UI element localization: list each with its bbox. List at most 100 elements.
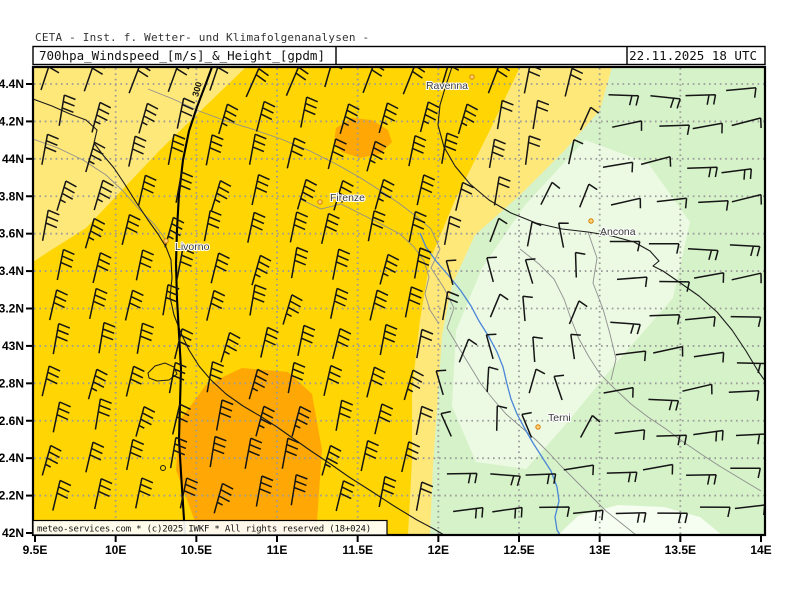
wind-barb (320, 212, 340, 244)
wind-barb (206, 361, 224, 393)
wind-barb (335, 480, 355, 512)
wind-barb (300, 96, 318, 128)
wind-barb (574, 251, 586, 278)
wind-barb (379, 253, 400, 285)
wind-barb (58, 94, 76, 126)
wind-barb (360, 440, 379, 472)
wind-barb (91, 101, 112, 133)
wind-barb (496, 99, 514, 130)
x-tick-label: 11E (267, 543, 288, 557)
wind-barb (415, 405, 434, 436)
wind-barb (169, 436, 188, 469)
wind-barb (366, 140, 387, 172)
wind-barb (48, 289, 68, 321)
region-border-line (587, 231, 617, 381)
wind-barb (247, 211, 266, 243)
wind-barb (374, 178, 395, 210)
wind-barb (445, 259, 457, 285)
wind-barb (693, 429, 724, 442)
wind-barb (379, 323, 398, 356)
wind-barb (287, 361, 306, 394)
wind-barb (656, 434, 688, 446)
wind-barb (367, 210, 386, 242)
wind-barb (321, 444, 342, 476)
wind-barb (171, 403, 191, 435)
wind-barb (251, 254, 272, 286)
y-tick-label: 43.6N (0, 227, 24, 241)
wind-barb (522, 295, 533, 322)
wind-barb (378, 102, 399, 134)
windspeed-fill-pale-green (452, 140, 690, 469)
wind-barb (41, 209, 60, 241)
wind-barb (56, 248, 75, 281)
wind-barb (87, 368, 108, 400)
wind-barb (291, 405, 312, 437)
height-contour-label: 300 (190, 81, 204, 98)
wind-barb (730, 315, 762, 327)
wind-barb (616, 276, 648, 288)
wind-barb (659, 124, 691, 136)
wind-barb (610, 321, 641, 335)
valid-datetime: 22.11.2025 18 UTC (629, 48, 757, 63)
wind-barb (331, 328, 352, 359)
axis-labels-layer: 9.5E 10E 10.5E 11E 11.5E 12E 12.5E 13E 13.5E 14E 4… (0, 77, 772, 557)
y-tick-label: 42.8N (0, 376, 24, 390)
wind-barb (458, 338, 478, 363)
x-tick-label: 14E (750, 543, 771, 557)
wind-barb (164, 216, 185, 248)
wind-barb (121, 214, 141, 245)
wind-barb (135, 249, 154, 281)
wind-barb (567, 139, 584, 165)
wind-barb (648, 398, 680, 411)
wind-barb (281, 437, 300, 469)
map-frame (31, 65, 767, 537)
wind-barb (93, 179, 114, 211)
wind-barb (657, 512, 689, 524)
wind-barb (524, 135, 541, 165)
wind-barb (323, 364, 343, 396)
copyright-text: meteo-services.com * (c)2025 IWKF * All … (37, 525, 371, 535)
wind-barb (526, 221, 542, 247)
wind-barb (563, 464, 595, 476)
wind-barb (176, 248, 195, 280)
wind-barb (209, 67, 231, 91)
wind-barb (525, 473, 557, 485)
x-tick-label: 11.5E (342, 543, 373, 557)
city-marker-ravenna (469, 74, 475, 80)
wind-barb (260, 326, 279, 358)
wind-barb (446, 472, 478, 484)
x-tick-label: 12.5E (503, 543, 534, 557)
wind-barb (134, 477, 154, 509)
wind-barb (205, 134, 224, 166)
wind-barb (282, 294, 303, 325)
height-contour-300 (174, 67, 213, 535)
wind-barb (532, 336, 543, 363)
wind-barb (173, 328, 194, 360)
y-tick-label: 44.2N (0, 114, 24, 128)
wind-barb (92, 252, 112, 284)
wind-barb (443, 215, 462, 246)
region-border-line (299, 198, 440, 325)
wind-barb (41, 365, 61, 397)
wind-barb (289, 211, 308, 243)
wind-barb (85, 441, 105, 473)
wind-barb (687, 166, 718, 178)
wind-barb (495, 405, 508, 431)
wind-barb (52, 401, 71, 433)
wind-barb (539, 506, 570, 517)
wind-barb (693, 351, 725, 363)
region-border-line (519, 248, 762, 492)
wind-barb (402, 67, 426, 95)
y-tick-label: 42.4N (0, 451, 24, 465)
y-tick-label: 44N (2, 152, 24, 166)
wind-barb (640, 155, 672, 167)
institute-title: CETA - Inst. f. Wetter- und Klimafolgena… (35, 31, 369, 44)
wind-barb (125, 365, 145, 397)
wind-barb (179, 477, 198, 509)
wind-barb (88, 287, 108, 320)
wind-barb (56, 180, 77, 211)
wind-barb (729, 244, 761, 257)
wind-barb (648, 242, 680, 254)
wind-barb (524, 258, 536, 284)
